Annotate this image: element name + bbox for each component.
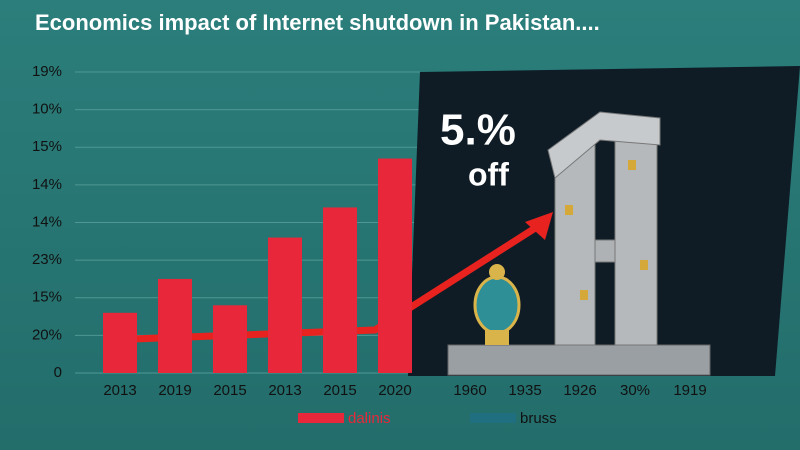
y-tick-label: 19% <box>32 63 62 80</box>
y-tick-label: 14% <box>32 213 62 230</box>
x-tick-label: 1935 <box>508 382 541 399</box>
y-tick-label: 10% <box>32 101 62 118</box>
arrow-head <box>525 212 553 240</box>
x-tick-label: 1919 <box>673 382 706 399</box>
bar <box>268 237 302 373</box>
x-tick-label: 2013 <box>103 382 136 399</box>
bar <box>323 207 357 373</box>
annotation-small: off <box>468 156 509 192</box>
y-tick-label: 15% <box>32 138 62 155</box>
x-tick-label: 2019 <box>158 382 191 399</box>
bar <box>103 312 137 373</box>
y-tick-label: 15% <box>32 289 62 306</box>
x-tick-label: 2015 <box>213 382 246 399</box>
bar <box>213 305 247 373</box>
legend-label: bruss <box>520 410 557 427</box>
legend-swatch <box>298 413 344 423</box>
x-tick-label: 2015 <box>323 382 356 399</box>
y-tick-label: 20% <box>32 326 62 343</box>
annotation-big: 5.% <box>440 106 516 155</box>
x-tick-label: 2013 <box>268 382 301 399</box>
y-tick-label: 0 <box>54 364 62 381</box>
y-tick-label: 23% <box>32 251 62 268</box>
monument <box>447 111 711 376</box>
chart-title: Economics impact of Internet shutdown in… <box>35 10 600 35</box>
x-tick-label: 2020 <box>378 382 411 399</box>
x-tick-label: 1960 <box>453 382 486 399</box>
y-tick-label: 14% <box>32 176 62 193</box>
x-tick-label: 30% <box>620 382 650 399</box>
x-tick-label: 1926 <box>563 382 596 399</box>
trend-arrow <box>104 222 542 344</box>
legend-label: dalinis <box>348 410 391 427</box>
legend-swatch <box>470 413 516 423</box>
bar <box>378 158 412 373</box>
bar <box>158 278 192 373</box>
